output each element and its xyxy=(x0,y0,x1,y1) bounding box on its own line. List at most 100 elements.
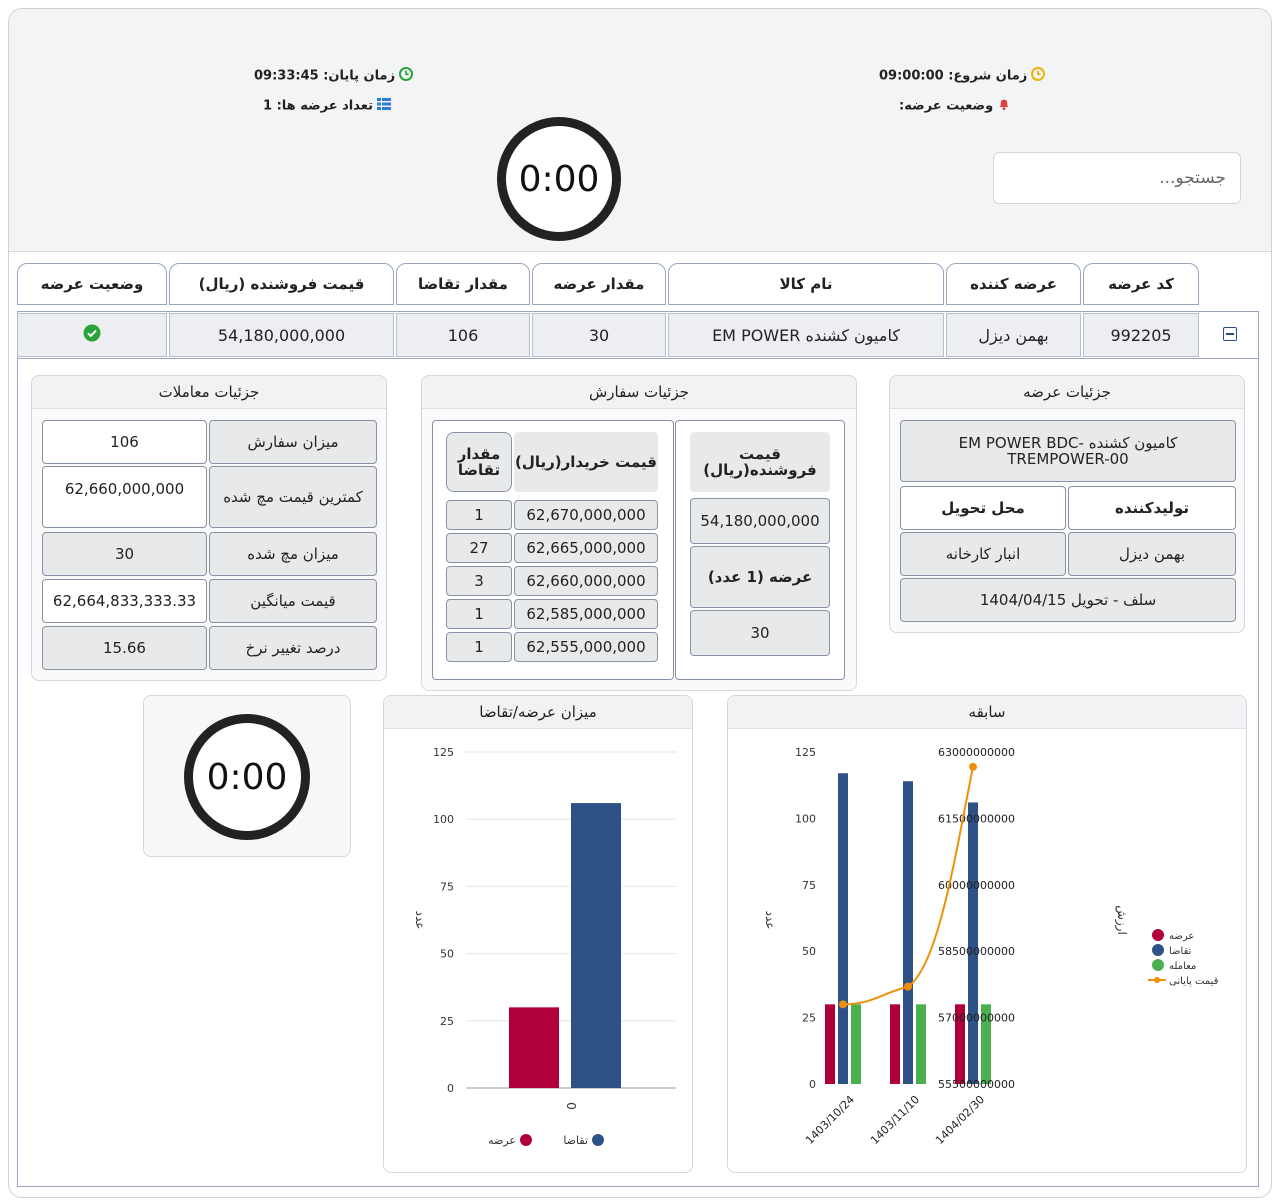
bar-trade xyxy=(981,1004,991,1084)
trade-details-panel: جزئیات معاملات میزان سفارش 106 کمترین قی… xyxy=(31,375,387,681)
bar-demand xyxy=(903,781,913,1084)
y2-tick-label: 57000000000 xyxy=(938,1012,1015,1025)
start-time: زمان شروع: 09:00:00 xyxy=(879,67,1046,85)
trade-label: قیمت میانگین xyxy=(209,579,377,623)
trade-value: 106 xyxy=(42,420,207,464)
cell-product-name: کامیون کشنده EM POWER xyxy=(668,313,944,357)
y2-tick-label: 58500000000 xyxy=(938,945,1015,958)
trade-label: میزان مچ شده xyxy=(209,532,377,576)
bar-demand xyxy=(571,803,621,1088)
trade-value: 30 xyxy=(42,532,207,576)
point-final-price xyxy=(969,762,977,771)
legend-label: معامله xyxy=(1169,961,1196,972)
y-tick-label: 100 xyxy=(433,813,454,826)
order-row-price: 62,660,000,000 xyxy=(514,566,658,596)
bar-supply xyxy=(509,1007,559,1088)
buyer-price-header: قیمت خریدار(ریال) xyxy=(514,432,658,492)
offer-product-full: کامیون کشنده -EM POWER BDC TREMPOWER-00 xyxy=(900,420,1236,482)
header-supplier[interactable]: عرضه کننده xyxy=(946,263,1081,305)
top-bar: زمان شروع: 09:00:00 وضعیت عرضه: زمان پای… xyxy=(9,9,1271,252)
cell-supplier: بهمن دیزل xyxy=(946,313,1081,357)
producer-label: تولیدکننده xyxy=(1068,486,1236,530)
start-time-label: زمان شروع: xyxy=(948,68,1028,84)
offer-count-value: 1 xyxy=(263,98,273,114)
x-tick-label: 1403/11/10 xyxy=(868,1093,922,1147)
y-tick-label: 125 xyxy=(795,746,816,759)
offer-status: وضعیت عرضه: xyxy=(899,97,1011,115)
x-tick-label: 1404/02/30 xyxy=(933,1093,987,1147)
search-input[interactable] xyxy=(993,152,1241,204)
header-offer-status[interactable]: وضعیت عرضه xyxy=(17,263,167,305)
offer-unit-label: عرضه (1 عدد) xyxy=(690,546,830,608)
offer-count: تعداد عرضه ها: 1 xyxy=(263,97,391,115)
legend-label: عرضه xyxy=(488,1134,516,1147)
y-tick-label: 75 xyxy=(802,879,816,892)
order-row-price: 62,670,000,000 xyxy=(514,500,658,530)
y2-tick-label: 55500000000 xyxy=(938,1078,1015,1091)
y2-tick-label: 61500000000 xyxy=(938,812,1015,825)
legend-marker xyxy=(520,1134,532,1146)
trade-label: کمترین قیمت مچ شده xyxy=(209,466,377,528)
supply-demand-chart-panel: میزان عرضه/تقاضا 0 25 50 75 100 125 عدد 0 عرضه تق… xyxy=(383,695,693,1173)
legend-marker xyxy=(1154,977,1160,983)
header-supply-qty[interactable]: مقدار عرضه xyxy=(532,263,666,305)
trade-value: 15.66 xyxy=(42,626,207,670)
line-final-price xyxy=(842,766,974,1006)
trade-details-title: جزئیات معاملات xyxy=(32,376,386,409)
end-time-label: زمان پایان: xyxy=(323,68,396,84)
seller-price-value: 54,180,000,000 xyxy=(690,498,830,544)
trade-label: میزان سفارش xyxy=(209,420,377,464)
offer-unit-value: 30 xyxy=(690,610,830,656)
y-tick-label: 0 xyxy=(447,1082,454,1095)
delivery-label: محل تحویل xyxy=(900,486,1066,530)
y-tick-label: 125 xyxy=(433,746,454,759)
order-row-price: 62,555,000,000 xyxy=(514,632,658,662)
order-row-qty: 27 xyxy=(446,533,512,563)
row-details xyxy=(17,359,1259,1187)
trade-value: 62,664,833,333.33 xyxy=(42,579,207,623)
clock-icon xyxy=(399,67,414,85)
timer-panel: 0:00 xyxy=(143,695,351,857)
legend-marker xyxy=(1152,929,1164,941)
bar-demand xyxy=(968,802,978,1084)
legend-marker xyxy=(1152,944,1164,956)
history-chart: 0 25 50 75 100 125 عدد ارزش 55500000000 570000000… xyxy=(763,746,1219,1147)
order-row-price: 62,585,000,000 xyxy=(514,599,658,629)
y-tick-label: 0 xyxy=(809,1078,816,1091)
order-row-price: 62,665,000,000 xyxy=(514,533,658,563)
order-row-qty: 3 xyxy=(446,566,512,596)
y-tick-label: 25 xyxy=(802,1012,816,1025)
y2-tick-label: 63000000000 xyxy=(938,746,1015,759)
y-tick-label: 75 xyxy=(440,880,454,893)
check-circle-icon xyxy=(83,324,101,346)
y-tick-label: 50 xyxy=(802,945,816,958)
demand-qty-header: مقدار تقاضا xyxy=(446,432,512,492)
bar-supply xyxy=(890,1004,900,1084)
offer-details-title: جزئیات عرضه xyxy=(890,376,1244,409)
trade-value: 62,660,000,000 xyxy=(42,466,207,528)
bar-trade xyxy=(916,1004,926,1084)
point-final-price xyxy=(904,982,912,991)
y2-axis-label: ارزش xyxy=(1114,905,1129,935)
order-details-title: جزئیات سفارش xyxy=(422,376,856,409)
delivery-value: انبار کارخانه xyxy=(900,532,1066,576)
y-tick-label: 50 xyxy=(440,948,454,961)
bar-supply xyxy=(825,1004,835,1084)
header-product-name[interactable]: نام کالا xyxy=(668,263,944,305)
offer-details-panel: جزئیات عرضه کامیون کشنده -EM POWER BDC T… xyxy=(889,375,1245,633)
supply-demand-chart-title: میزان عرضه/تقاضا xyxy=(384,696,692,729)
header-demand-qty[interactable]: مقدار تقاضا xyxy=(396,263,530,305)
legend-label: قیمت پایانی xyxy=(1169,976,1219,987)
x-tick-label: 0 xyxy=(564,1102,578,1110)
bell-icon xyxy=(997,97,1011,115)
collapse-icon[interactable] xyxy=(1223,327,1237,341)
offer-status-label: وضعیت عرضه: xyxy=(899,98,994,114)
header-offer-code[interactable]: کد عرضه xyxy=(1083,263,1199,305)
trade-label: درصد تغییر نرخ xyxy=(209,626,377,670)
header-seller-price[interactable]: قیمت فروشنده (ریال) xyxy=(169,263,394,305)
y-tick-label: 100 xyxy=(795,812,816,825)
y2-tick-label: 60000000000 xyxy=(938,879,1015,892)
y-axis-label: عدد xyxy=(763,911,777,930)
y-axis-label: عدد xyxy=(413,911,427,930)
producer-value: بهمن دیزل xyxy=(1068,532,1236,576)
